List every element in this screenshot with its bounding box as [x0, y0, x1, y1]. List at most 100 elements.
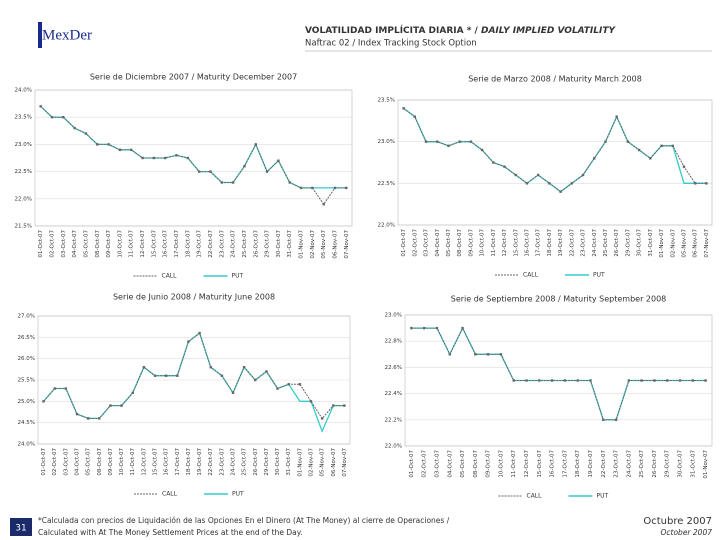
x-tick-label: 07-Nov-07 — [342, 448, 348, 477]
point — [559, 190, 562, 193]
x-tick-label: 05-Nov-07 — [321, 230, 327, 259]
x-tick-label: 05-Oct-07 — [83, 230, 89, 258]
x-tick-label: 31-Oct-07 — [286, 448, 292, 476]
title-es: VOLATILIDAD IMPLÍCITA DIARIA * / — [305, 24, 481, 36]
x-tick-label: 12-Oct-07 — [140, 230, 146, 258]
x-tick-label: 26-Oct-07 — [253, 448, 259, 476]
point — [705, 182, 708, 185]
y-tick-label: 22.2% — [385, 417, 402, 423]
point — [627, 379, 631, 382]
point — [682, 165, 686, 168]
point — [402, 107, 405, 110]
x-tick-label: 17-Oct-07 — [175, 448, 181, 476]
x-tick-label: 25-Oct-07 — [242, 448, 248, 476]
point — [691, 379, 695, 382]
point — [602, 418, 605, 421]
point — [660, 144, 663, 148]
y-tick-label: 22.6% — [385, 365, 402, 371]
x-tick-label: 16-Oct-07 — [524, 229, 530, 257]
point — [514, 173, 517, 177]
y-tick-label: 22.0% — [378, 223, 395, 229]
x-tick-label: 16-Oct-07 — [550, 450, 556, 478]
x-tick-label: 23-Oct-07 — [581, 229, 587, 257]
x-tick-label: 02-Oct-07 — [422, 450, 428, 478]
point — [198, 331, 201, 335]
y-tick-label: 24.0% — [18, 442, 35, 448]
point — [311, 186, 314, 190]
point — [653, 379, 656, 382]
x-tick-label: 09-Oct-07 — [486, 450, 492, 478]
series-line — [43, 332, 345, 420]
point — [550, 379, 554, 382]
point — [84, 132, 88, 135]
x-tick-label: 02-Nov-07 — [309, 448, 315, 477]
point — [671, 144, 674, 148]
x-tick-label: 29-Oct-07 — [265, 230, 271, 258]
x-tick-label: 11-Oct-07 — [130, 448, 136, 476]
point — [254, 378, 257, 382]
point — [288, 181, 291, 184]
point — [576, 379, 579, 382]
point — [164, 374, 168, 377]
point — [461, 326, 464, 330]
point — [163, 156, 167, 160]
x-tick-label: 31-Oct-07 — [690, 450, 696, 478]
x-tick-label: 19-Oct-07 — [197, 230, 203, 258]
point — [322, 203, 325, 206]
x-tick-label: 15-Oct-07 — [153, 448, 159, 476]
legend-label: PUT — [232, 273, 244, 280]
x-tick-label: 04-Oct-07 — [72, 230, 78, 258]
x-tick-label: 03-Oct-07 — [63, 448, 69, 476]
point — [231, 391, 235, 394]
point — [107, 143, 110, 146]
y-tick-label: 22.5% — [15, 169, 32, 175]
point — [98, 417, 101, 420]
x-tick-label: 04-Oct-07 — [435, 229, 441, 257]
x-tick-label: 24-Oct-07 — [231, 448, 237, 476]
point — [62, 116, 65, 119]
x-tick-label: 07-Nov-07 — [344, 230, 350, 259]
x-tick-label: 05-Oct-07 — [86, 448, 92, 476]
point — [75, 412, 79, 416]
y-tick-label: 22.5% — [378, 181, 395, 187]
legend-label: CALL — [162, 273, 178, 280]
series-line — [403, 107, 707, 193]
page-badge — [10, 518, 32, 536]
y-tick-label: 26.0% — [18, 356, 35, 362]
x-tick-label: 25-Oct-07 — [639, 450, 645, 478]
x-tick-label: 06-Nov-07 — [331, 448, 337, 477]
y-tick-label: 22.0% — [15, 196, 32, 202]
legend-label: CALL — [162, 491, 178, 498]
point — [96, 143, 99, 146]
title-en: DAILY IMPLIED VOLATILITY — [481, 26, 617, 36]
point — [187, 340, 190, 343]
plot-frame — [404, 314, 713, 447]
header-title: VOLATILIDAD IMPLÍCITA DIARIA * / DAILY I… — [305, 24, 616, 36]
date-en: October 2007 — [661, 528, 713, 537]
point — [131, 391, 134, 394]
x-tick-label: 02-Oct-07 — [52, 448, 58, 476]
x-tick-label: 01-Oct-07 — [41, 448, 47, 476]
x-tick-label: 01-Nov-07 — [297, 448, 303, 477]
x-tick-label: 23-Oct-07 — [219, 448, 225, 476]
x-tick-label: 11-Oct-07 — [511, 450, 517, 478]
point — [209, 366, 212, 369]
x-tick-label: 29-Oct-07 — [264, 448, 270, 476]
point — [480, 148, 484, 152]
y-tick-label: 24.5% — [18, 420, 35, 426]
point — [474, 353, 477, 356]
series-line — [40, 105, 347, 206]
point — [320, 417, 324, 420]
x-tick-label: 04-Oct-07 — [75, 448, 81, 476]
x-tick-label: 31-Oct-07 — [287, 230, 293, 258]
x-tick-label: 10-Oct-07 — [117, 230, 123, 258]
header-subtitle: Naftrac 02 / Index Tracking Stock Option — [305, 39, 477, 49]
x-tick-label: 01-Oct-07 — [38, 230, 44, 258]
x-tick-label: 30-Oct-07 — [276, 230, 282, 258]
point — [435, 326, 439, 330]
point — [525, 379, 528, 382]
y-tick-label: 27.0% — [18, 314, 35, 320]
point — [254, 143, 257, 146]
x-tick-label: 31-Oct-07 — [648, 229, 654, 257]
